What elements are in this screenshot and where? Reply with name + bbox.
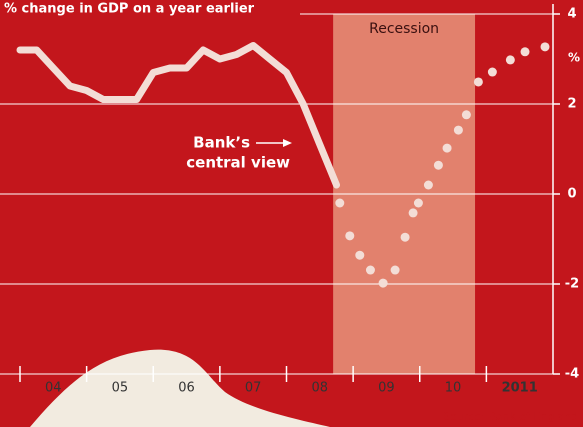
forecast-dot	[540, 42, 550, 52]
y-tick-label: 4	[567, 7, 576, 22]
decoration-blob	[30, 349, 330, 427]
forecast-dot	[400, 232, 410, 242]
forecast-dot	[365, 265, 375, 275]
x-tick-label: 09	[378, 381, 395, 396]
forecast-dot	[442, 143, 452, 153]
x-tick-label: 04	[45, 381, 62, 396]
title-backdrop	[0, 0, 300, 18]
forecast-dot	[378, 278, 388, 288]
y-tick-label: -4	[565, 367, 579, 382]
annotation-arrowhead	[283, 139, 292, 147]
forecast-dot	[390, 265, 400, 275]
forecast-dot	[408, 208, 418, 218]
forecast-dot	[423, 180, 433, 190]
chart-title: % change in GDP on a year earlier	[4, 2, 255, 17]
forecast-dot	[505, 55, 515, 65]
forecast-dot	[413, 198, 423, 208]
forecast-dot	[473, 77, 483, 87]
shade-label: Recession	[369, 21, 439, 37]
forecast-dot	[520, 47, 530, 57]
annotation: Bank’s	[193, 134, 250, 152]
forecast-dot	[487, 67, 497, 77]
x-tick-label: 08	[312, 381, 329, 396]
y-tick-label: -2	[565, 277, 579, 292]
x-tick-label: 06	[178, 381, 195, 396]
forecast-dot	[461, 110, 471, 120]
x-tick-label: 2011	[502, 381, 538, 396]
data-line	[16, 42, 340, 189]
forecast-dot	[345, 231, 355, 241]
y-tick-label: 2	[567, 97, 576, 112]
source: Source: Bank of England	[443, 410, 578, 423]
forecast-dot	[453, 125, 463, 135]
forecast-dot	[355, 250, 365, 260]
x-tick-label: 05	[112, 381, 129, 396]
x-tick-label: 07	[245, 381, 262, 396]
y-tick-label: 0	[567, 187, 576, 202]
x-tick-label: 10	[445, 381, 462, 396]
annotation: central view	[186, 154, 290, 172]
y-axis-label: %	[568, 51, 580, 65]
forecast-dot	[335, 198, 345, 208]
forecast-dot	[433, 160, 443, 170]
